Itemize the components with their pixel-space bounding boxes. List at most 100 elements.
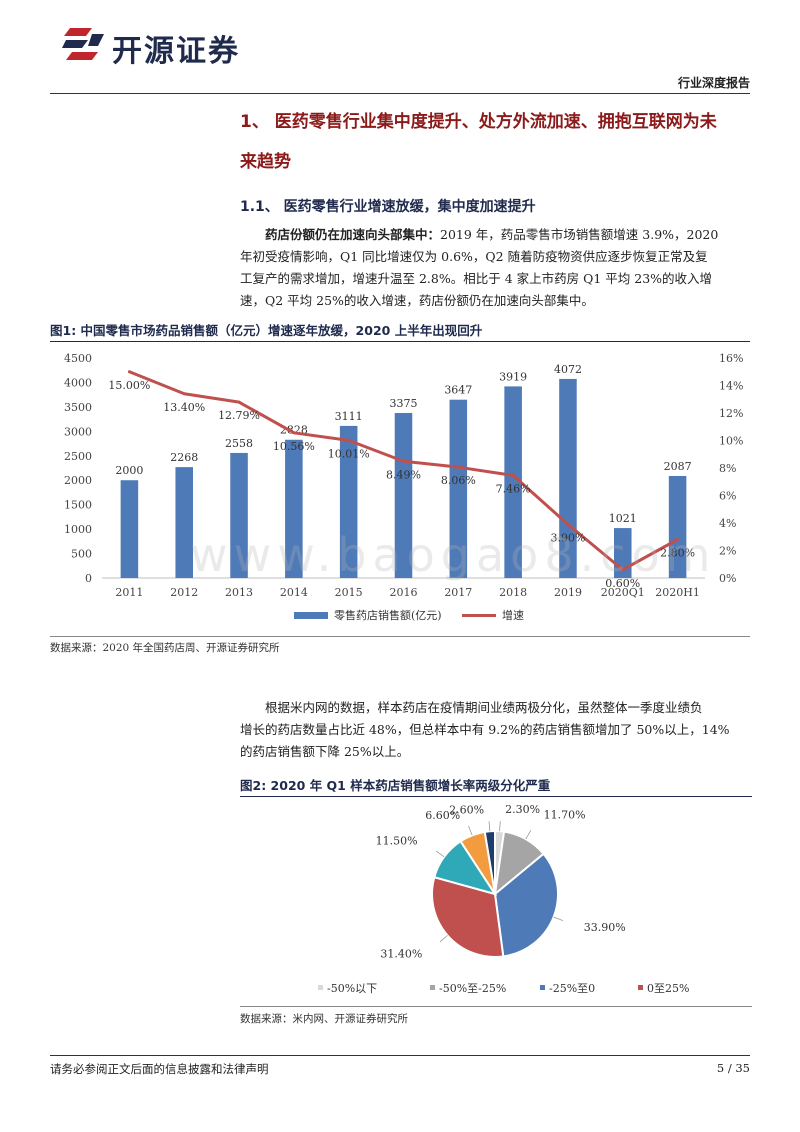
bar-value-label: 3375 (390, 397, 418, 410)
company-name: 开源证券 (112, 34, 240, 69)
pie-value-label: 6.60% (425, 809, 460, 822)
line-value-label: 2.80% (660, 547, 695, 560)
line-value-label: 8.06% (441, 474, 476, 487)
pie-legend-swatch (430, 985, 435, 990)
bar (230, 452, 248, 578)
paragraph-2-line3: 的药店销售额下降 25%以上。 (240, 744, 410, 759)
line-value-label: 7.46% (496, 482, 531, 495)
line-value-label: 10.01% (328, 447, 370, 460)
y-right-tick-label: 12% (719, 407, 743, 420)
line-value-label: 8.49% (386, 468, 421, 481)
y-left-tick-label: 4500 (64, 352, 92, 365)
y-right-tick-label: 10% (719, 435, 743, 448)
y-left-tick-label: 1500 (64, 499, 92, 512)
line-point (621, 568, 625, 572)
pie-leader-line (468, 825, 473, 836)
pie-leader-line (499, 821, 501, 832)
figure-1-source: 数据来源：2020 年全国药店周、开源证券研究所 (50, 642, 280, 654)
footer-rule (50, 1055, 750, 1056)
x-tick-label: 2020H1 (655, 586, 700, 599)
pie-legend-label: -50%至-25% (439, 982, 506, 995)
footer-disclaimer: 请务必参阅正文后面的信息披露和法律声明 (50, 1062, 269, 1076)
pie-value-label: 33.90% (584, 921, 626, 934)
report-type: 行业深度报告 (677, 76, 750, 90)
y-left-tick-label: 500 (71, 548, 92, 561)
paragraph-1-lead: 药店份额仍在加速向头部集中： (265, 227, 441, 242)
pie-leader-line (553, 916, 564, 922)
pie-value-label: 11.70% (544, 809, 586, 822)
pie-legend-label: -25%至0 (549, 982, 595, 995)
bar-value-label: 2087 (664, 460, 692, 473)
x-tick-label: 2012 (170, 586, 198, 599)
bar-value-label: 3647 (444, 384, 472, 397)
bar (175, 467, 193, 578)
pie-leader-line (435, 850, 445, 858)
page-number: 5 / 35 (716, 1061, 750, 1075)
y-left-tick-label: 1000 (64, 523, 92, 536)
bar (668, 475, 687, 578)
x-tick-label: 2019 (554, 586, 582, 599)
line-point (237, 400, 241, 404)
y-right-tick-label: 6% (719, 490, 736, 503)
paragraph-2-line1: 根据米内网的数据，样本药店在疫情期间业绩两极分化，虽然整体一季度业绩负 (265, 700, 703, 715)
paragraph-1-line4: 速，Q2 平均 25%的收入增速，药店份额仍在加速向头部集中。 (240, 293, 594, 308)
watermark: www.baogao8.com (190, 528, 717, 582)
line-point (292, 431, 296, 435)
bar (394, 413, 413, 578)
header-rule (50, 93, 750, 94)
y-left-tick-label: 4000 (64, 376, 92, 389)
line-point (456, 465, 460, 469)
line-point (402, 459, 405, 463)
bar (120, 480, 139, 578)
company-logo (62, 24, 106, 64)
figure-1-title: 图1: 中国零售市场药品销售额（亿元）增速逐年放缓，2020 上半年出现回升 (50, 323, 483, 338)
line-point (676, 538, 680, 541)
section-1-1-title: 1.1、 医药零售行业增速放缓，集中度加速提升 (240, 199, 536, 215)
paragraph-1-line2: 年初受疫情影响，Q1 同比增速仅为 0.6%，Q2 随着防疫物资供应逐步恢复正常… (240, 249, 708, 264)
legend-bar-swatch (294, 612, 328, 619)
figure-2-bottom-rule (240, 1006, 752, 1007)
pie-leader-line (525, 830, 532, 840)
bar-value-label: 3919 (499, 370, 527, 383)
line-value-label: 13.40% (163, 401, 205, 414)
paragraph-2: 根据米内网的数据，样本药店在疫情期间业绩两极分化，虽然整体一季度业绩负 增长的药… (240, 697, 752, 763)
y-right-tick-label: 2% (719, 545, 736, 558)
pie-value-label: 2.30% (505, 803, 540, 816)
figure-2-source: 数据来源：米内网、开源证券研究所 (240, 1013, 408, 1025)
bar (339, 425, 358, 578)
bar-value-label: 1021 (609, 512, 637, 525)
bar-line-chart: 0 500 1000 1500 2000 2500 3000 3500 4000 4500 0% 2%… (64, 352, 743, 622)
y-left-tick-label: 2500 (64, 450, 92, 463)
bar-value-label: 2000 (115, 464, 143, 477)
section-1-title-line1: 1、 医药零售行业集中度提升、处方外流加速、拥抱互联网为未 (240, 112, 717, 132)
y-right-tick-label: 0% (719, 572, 736, 585)
legend-bar-label: 零售药店销售额(亿元) (334, 608, 442, 622)
line-value-label: 12.79% (218, 409, 260, 422)
line-point (511, 473, 515, 477)
line-value-label: 10.56% (273, 440, 315, 453)
pie-slice (483, 829, 496, 895)
pie-leader-line (439, 935, 448, 943)
line-point (566, 522, 570, 526)
bar-value-label: 3111 (335, 410, 363, 423)
y-left-tick-label: 3500 (64, 401, 92, 414)
pie-value-label: 2.60% (449, 803, 484, 816)
figure-1-bottom-rule (50, 636, 750, 637)
legend-line-label: 增速 (502, 608, 524, 622)
pie-slice (431, 875, 505, 958)
y-left-tick-label: 2000 (64, 474, 92, 487)
figure-2-title: 图2: 2020 年 Q1 样本药店销售额增长率两级分化严重 (240, 778, 551, 793)
figure-1-top-rule (50, 341, 750, 342)
bar (285, 439, 303, 578)
y-right-tick-label: 8% (719, 462, 736, 475)
pie-value-label: 31.40% (380, 948, 422, 961)
x-tick-label: 2016 (390, 586, 418, 599)
bar-value-label: 2558 (225, 437, 253, 450)
y-left-tick-label: 0 (85, 572, 92, 585)
paragraph-2-line2: 增长的药店数量占比近 48%，但总样本中有 9.2%的药店销售额增加了 50%以… (240, 722, 730, 737)
line-value-label: 3.90% (550, 531, 585, 544)
pie-chart: 2.30% 11.70% 33.90% 31.40% 11.50% 6.60%2.60% -… (318, 803, 689, 995)
pie-leader-line (488, 821, 491, 832)
y-left-tick-label: 3000 (64, 425, 92, 438)
x-tick-label: 2011 (115, 586, 143, 599)
